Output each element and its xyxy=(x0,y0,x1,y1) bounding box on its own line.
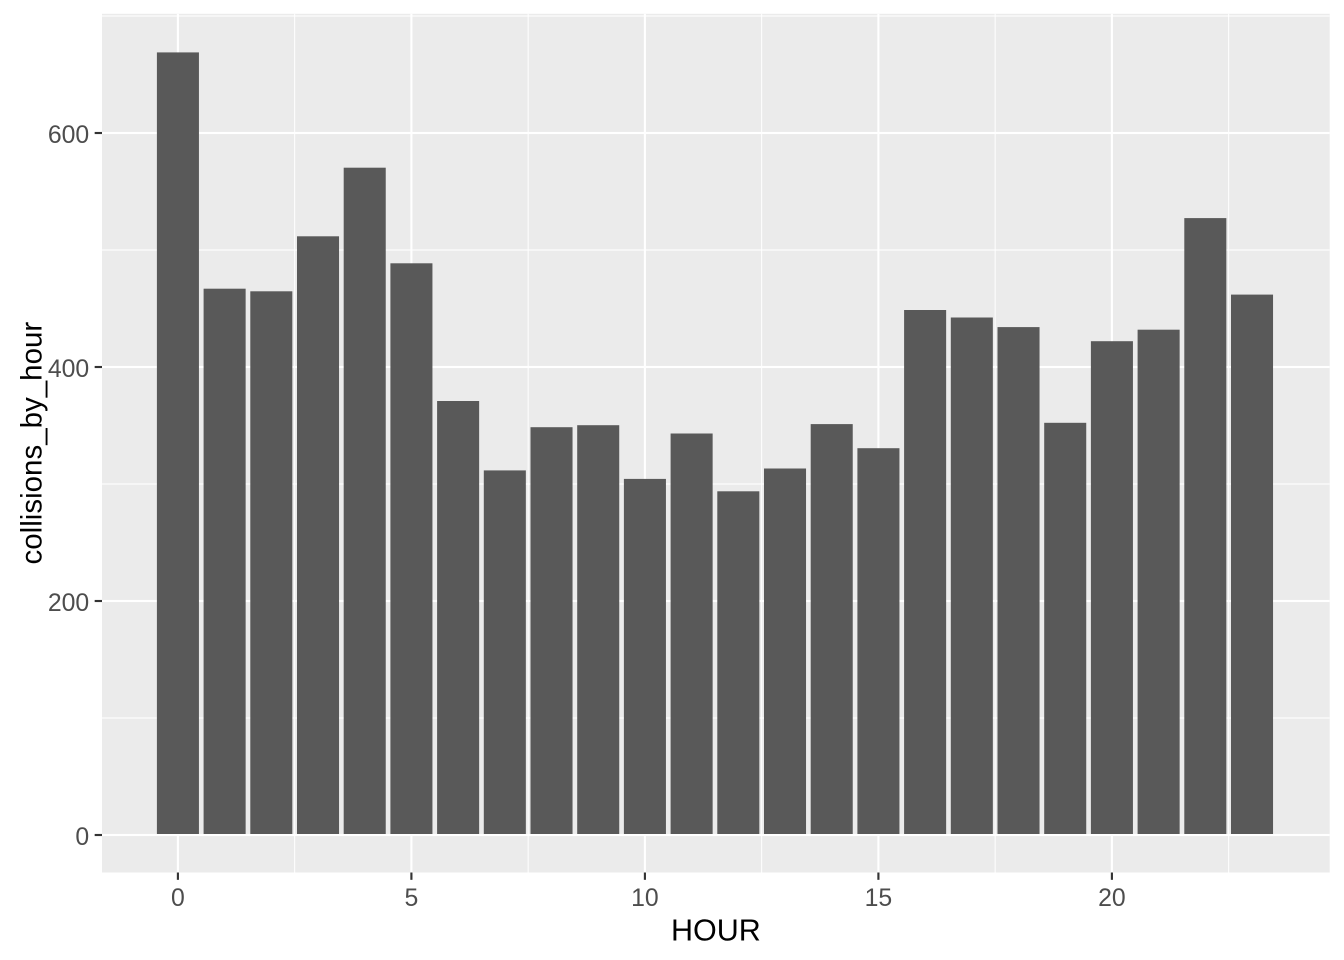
svg-text:collisions_by_hour: collisions_by_hour xyxy=(15,322,48,565)
svg-text:400: 400 xyxy=(48,356,89,383)
svg-text:200: 200 xyxy=(48,590,89,617)
svg-text:HOUR: HOUR xyxy=(671,914,761,948)
svg-text:5: 5 xyxy=(405,885,419,912)
svg-text:0: 0 xyxy=(75,824,89,851)
svg-text:15: 15 xyxy=(865,885,893,912)
svg-text:10: 10 xyxy=(631,885,659,912)
svg-text:0: 0 xyxy=(171,885,185,912)
svg-text:600: 600 xyxy=(48,122,89,149)
svg-text:20: 20 xyxy=(1098,885,1126,912)
